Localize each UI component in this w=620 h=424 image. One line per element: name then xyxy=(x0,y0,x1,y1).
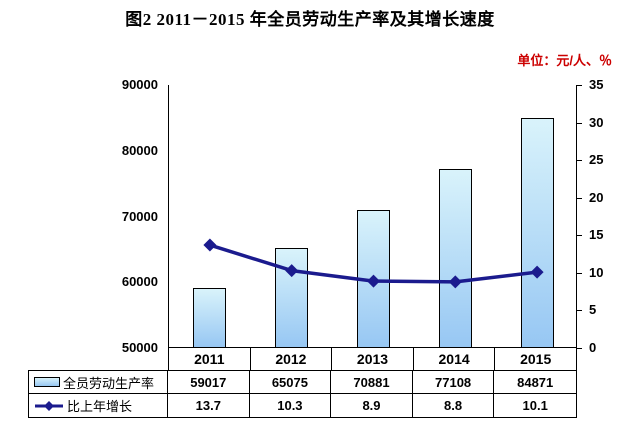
bar-2011 xyxy=(193,288,226,347)
left-axis-tick-label: 50000 xyxy=(121,340,158,355)
right-axis-tick-label: 30 xyxy=(589,114,604,130)
legend-item-growth: 比上年增长 xyxy=(29,394,168,417)
bar-series-swatch-icon xyxy=(34,377,60,387)
x-axis-label-2012: 2012 xyxy=(251,348,333,370)
line-series-marker-icon xyxy=(35,400,63,411)
right-axis-tick-mark xyxy=(577,198,582,199)
table-value-2012: 10.3 xyxy=(250,394,332,417)
growth-line-series xyxy=(203,238,544,289)
legend-growth-label: 比上年增长 xyxy=(67,399,133,414)
right-axis-tick-label: 15 xyxy=(589,227,604,243)
plot-area xyxy=(168,85,577,348)
growth-point-2014 xyxy=(448,275,462,289)
right-axis-tick-label: 5 xyxy=(589,302,597,318)
x-axis-label-2015: 2015 xyxy=(520,351,552,367)
growth-point-2015 xyxy=(530,265,544,279)
left-axis-tick-label: 60000 xyxy=(121,274,158,290)
right-axis-tick-label: 25 xyxy=(589,152,604,168)
x-axis-header-row: 2011 2012 2013 2014 2015 xyxy=(168,348,577,370)
right-axis-tick-label: 20 xyxy=(589,189,604,205)
bar-2015 xyxy=(521,118,554,347)
right-axis-tick-mark xyxy=(577,160,582,161)
right-axis-tick-mark xyxy=(577,85,582,86)
x-axis-label-2013: 2013 xyxy=(332,348,414,370)
right-axis-tick-mark xyxy=(577,348,582,349)
right-axis-tick-mark xyxy=(577,123,582,124)
legend-productivity-label: 全员劳动生产率 xyxy=(63,375,155,391)
table-value-2013: 8.9 xyxy=(331,394,413,417)
right-axis-tick-mark xyxy=(577,235,582,236)
table-value-2012: 65075 xyxy=(249,371,332,394)
left-axis-tick-label: 70000 xyxy=(121,208,158,224)
table-value-2011: 13.7 xyxy=(168,394,250,417)
right-axis-tick-mark xyxy=(577,273,582,274)
growth-point-2011 xyxy=(203,238,217,252)
legend-item-productivity: 全员劳动生产率 xyxy=(29,371,168,394)
table-value-2014: 8.8 xyxy=(413,394,495,417)
bar-2014 xyxy=(439,169,472,347)
table-value-2013: 70881 xyxy=(331,371,413,394)
table-value-2015: 10.1 xyxy=(522,398,548,413)
x-axis-label-2011: 2011 xyxy=(169,348,251,370)
data-table: 全员劳动生产率 59017 65075 70881 77108 84871 比上年增长 … xyxy=(28,370,577,418)
growth-point-2012 xyxy=(285,264,299,278)
left-axis-tick-label: 80000 xyxy=(121,142,158,158)
x-axis-label-2014: 2014 xyxy=(414,348,496,370)
growth-point-2013 xyxy=(367,274,380,288)
table-value-2015: 84871 xyxy=(494,371,576,394)
unit-label: 单位：元/人、％ xyxy=(517,53,612,68)
left-axis-tick-label: 90000 xyxy=(121,77,158,92)
table-value-2014: 77108 xyxy=(412,371,495,394)
right-axis-tick-label: 0 xyxy=(589,340,597,355)
chart-title: 图2 2011－2015 年全员劳动生产率及其增长速度 xyxy=(125,10,495,29)
right-axis-tick-mark xyxy=(577,310,582,311)
right-axis-tick-label: 10 xyxy=(589,264,604,280)
right-axis-tick-label: 35 xyxy=(589,77,604,92)
table-value-2011: 59017 xyxy=(168,371,250,394)
